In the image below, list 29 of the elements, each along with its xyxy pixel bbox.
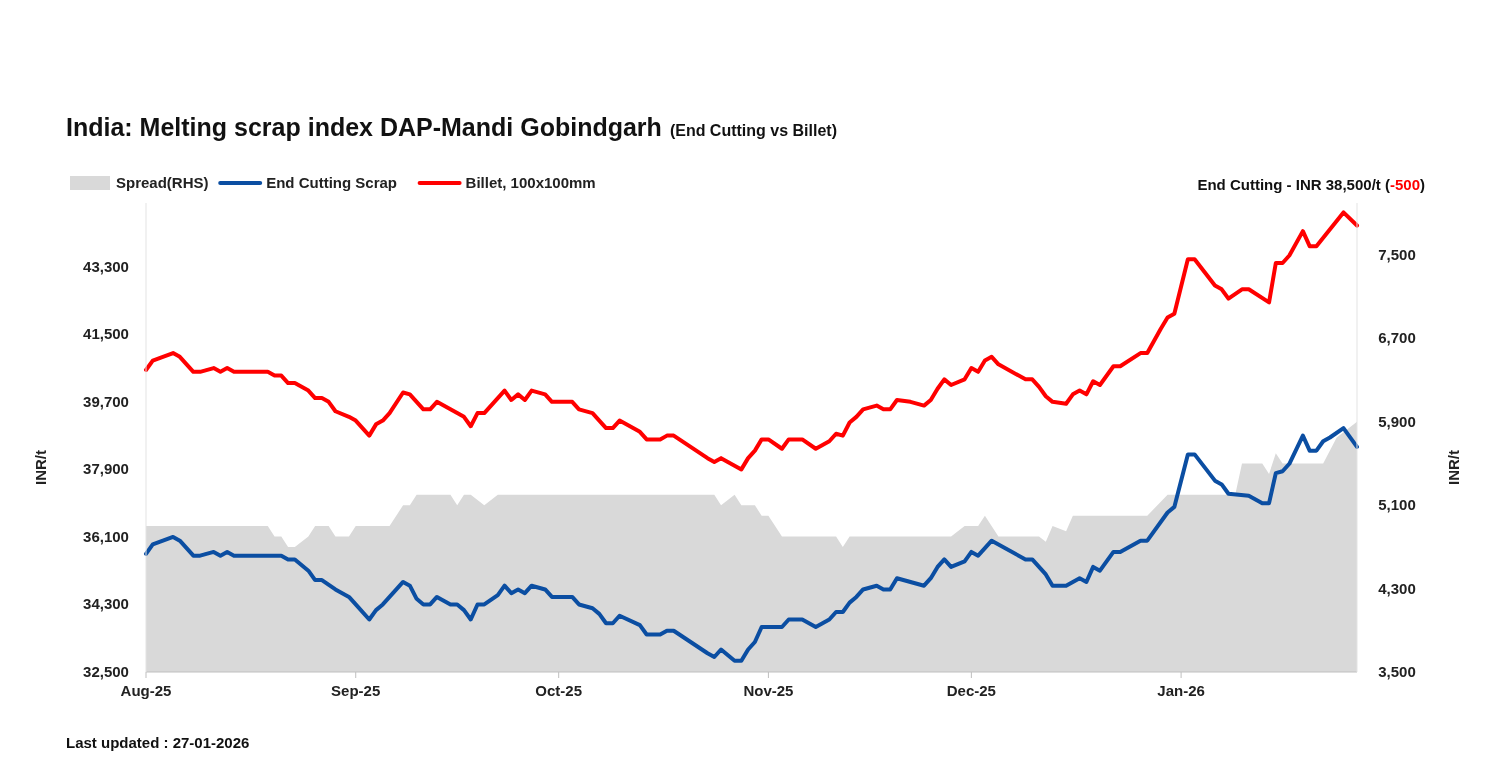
y-tick-label: 36,100 [83, 527, 129, 545]
legend-label: Spread(RHS) [116, 174, 209, 191]
y2-axis-title: INR/t [1445, 450, 1462, 485]
x-tick-label: Oct-25 [535, 682, 583, 699]
x-tick-label: Jan-26 [1157, 682, 1205, 699]
x-tick-label: Aug-25 [120, 682, 172, 699]
y-tick-label: 41,500 [83, 325, 129, 343]
chart-title: India: Melting scrap index DAP-Mandi Gobindgarh [66, 113, 662, 141]
y2-tick-label: 6,700 [1378, 329, 1416, 347]
chart-subtitle: (End Cutting vs Billet) [669, 122, 837, 139]
y2-tick-label: 3,500 [1378, 663, 1416, 680]
x-tick-label: Sep-25 [331, 682, 381, 699]
y-tick-label: 39,700 [83, 392, 129, 410]
y2-tick-label: 7,500 [1378, 246, 1416, 264]
y-tick-label: 34,300 [83, 595, 129, 613]
y2-tick-label: 5,900 [1378, 412, 1416, 430]
text: End Cutting - INR 38,500/t (-500) [1197, 176, 1425, 193]
legend-label: Billet, 100x100mm [465, 174, 596, 191]
x-tick-label: Nov-25 [743, 682, 794, 699]
y-tick-label: 32,500 [83, 663, 129, 680]
x-tick-label: Dec-25 [946, 682, 996, 699]
y-axis-title: INR/t [32, 450, 49, 485]
y2-tick-label: 4,300 [1378, 579, 1416, 597]
line-series [144, 210, 1359, 472]
y-tick-label: 37,900 [83, 460, 129, 478]
y2-tick-label: 5,100 [1378, 496, 1416, 514]
y-tick-label: 43,300 [83, 257, 129, 275]
legend-label: End Cutting Scrap [266, 174, 398, 191]
text: Last updated : 27-01-2026 [66, 734, 250, 751]
